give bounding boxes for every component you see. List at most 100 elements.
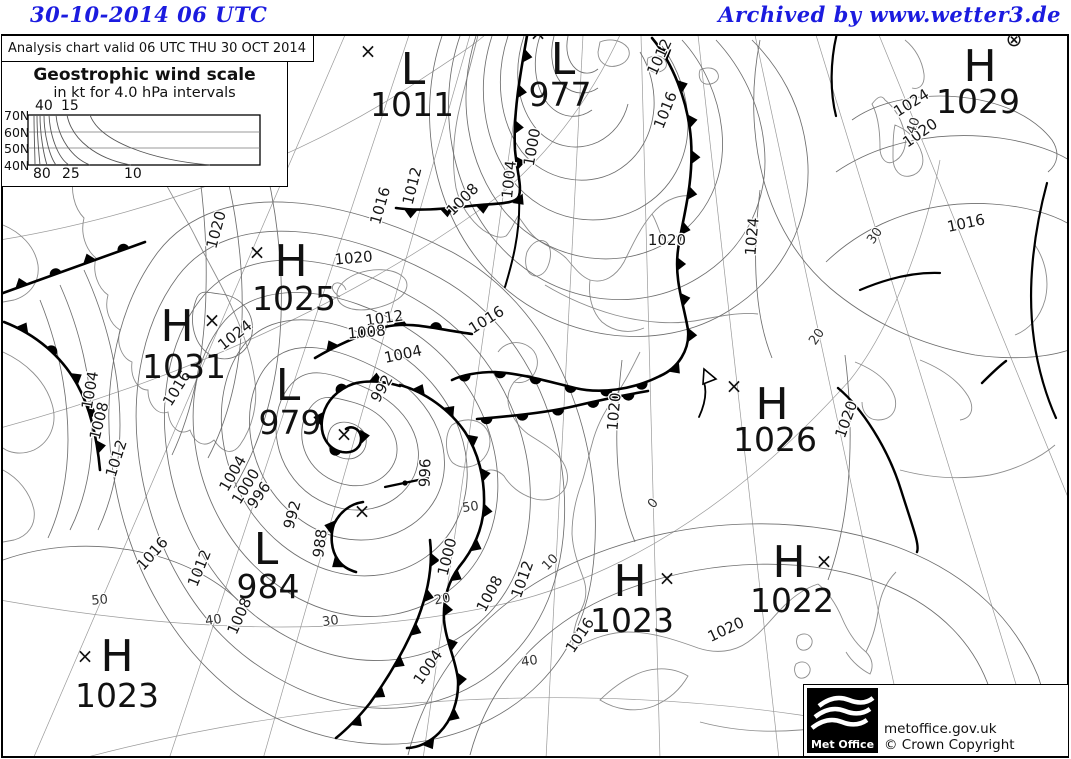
cold-front-triangle bbox=[15, 322, 29, 334]
pressure-letter: H bbox=[772, 537, 805, 588]
movement-arrow-line bbox=[698, 381, 707, 418]
warm-front-semicircle bbox=[429, 322, 442, 330]
pressure-value: 1026 bbox=[733, 420, 817, 459]
pressure-letter: L bbox=[551, 34, 576, 85]
warm-front-semicircle bbox=[458, 374, 471, 382]
cold-front-triangle bbox=[332, 556, 344, 568]
warm-front-semicircle bbox=[329, 446, 341, 456]
cold-front-triangle bbox=[677, 257, 687, 272]
cold-front-triangle bbox=[326, 340, 339, 352]
cold-front-triangle bbox=[668, 362, 680, 374]
cold-front-triangle bbox=[422, 737, 435, 750]
pressure-value: 1011 bbox=[370, 85, 454, 124]
cold-front-triangle bbox=[691, 150, 701, 165]
trough-top-right bbox=[830, 35, 838, 118]
coast-scandinavia bbox=[453, 35, 695, 332]
coast-ireland bbox=[446, 419, 491, 468]
cold-front-triangle bbox=[480, 467, 491, 482]
pressure-cross: × bbox=[530, 21, 547, 45]
warm-front-semicircle bbox=[117, 243, 130, 252]
pressure-letter: H bbox=[274, 236, 307, 287]
fronts bbox=[2, 35, 1058, 750]
grid-label: 30 bbox=[321, 613, 339, 630]
warm-front-semicircle bbox=[600, 390, 613, 397]
coast-italy bbox=[817, 571, 897, 675]
cold-front-triangle bbox=[482, 503, 493, 518]
warm-front-semicircle bbox=[564, 385, 577, 393]
occluded-front-ne bbox=[313, 323, 474, 360]
grid-label: 40 bbox=[520, 653, 538, 670]
cold-front-triangle bbox=[515, 156, 526, 170]
cold-front-triangle bbox=[512, 193, 524, 205]
wind-scale-top-value: 15 bbox=[61, 98, 79, 114]
cold-front-triangle bbox=[676, 80, 688, 94]
cold-front-triangle bbox=[680, 292, 691, 307]
warm-front-semicircle bbox=[87, 405, 95, 418]
cold-front-triangle bbox=[475, 204, 490, 214]
cold-front-triangle bbox=[448, 708, 460, 722]
cold-front-triangle bbox=[688, 327, 698, 342]
wind-scale-lat-label: 60N bbox=[4, 124, 30, 140]
circled-cross-symbol: ⊗ bbox=[1006, 27, 1023, 51]
cold-front-triangle bbox=[403, 209, 418, 219]
cold-front-triangle bbox=[687, 114, 698, 129]
analysis-title-box: Analysis chart valid 06 UTC THU 30 OCT 2… bbox=[2, 35, 314, 62]
cold-front-triangle bbox=[466, 434, 479, 448]
warm-front-semicircle bbox=[551, 408, 564, 416]
warm-front-semicircle bbox=[529, 376, 542, 385]
pressure-cross: × bbox=[360, 39, 377, 63]
grid-label: 20 bbox=[433, 591, 452, 609]
wind-scale-bottom-value: 25 bbox=[62, 166, 80, 182]
warm-front-semicircle bbox=[587, 400, 600, 408]
cold-front-triangle bbox=[423, 588, 434, 603]
cold-front-triangle bbox=[470, 538, 482, 552]
archive-credit: Archived by www.wetter3.de bbox=[718, 2, 1061, 27]
analysis-title: Analysis chart valid 06 UTC THU 30 OCT 2… bbox=[8, 41, 306, 56]
cold-front-south-tail bbox=[334, 538, 433, 740]
cold-front-triangle bbox=[368, 372, 383, 383]
pressure-cross: × bbox=[726, 374, 743, 398]
wind-scale-bottom-value: 80 bbox=[33, 166, 51, 182]
pressure-cross: × bbox=[354, 499, 371, 523]
cold-front-triangle bbox=[514, 120, 524, 135]
pressure-letter: L bbox=[276, 360, 301, 411]
occluded-front-greenland-2 bbox=[2, 320, 102, 472]
cold-front-triangle bbox=[393, 655, 405, 668]
cold-front-triangle bbox=[95, 439, 106, 454]
metoffice-text: metoffice.gov.uk © Crown Copyright bbox=[884, 721, 1015, 753]
pressure-letter: H bbox=[160, 301, 193, 352]
warm-front-semicircle bbox=[49, 268, 62, 277]
wind-scale-box: Geostrophic wind scale in kt for 4.0 hPa… bbox=[2, 61, 288, 187]
cold-front-triangle bbox=[447, 638, 458, 652]
warm-front-semicircle bbox=[359, 327, 372, 337]
coast-east-europe bbox=[892, 124, 1048, 336]
pressure-letter: H bbox=[613, 556, 646, 607]
isobar-label: 1008 bbox=[347, 321, 387, 342]
pressure-value: 977 bbox=[529, 75, 592, 114]
cold-front-triangle bbox=[517, 84, 527, 99]
warm-front-semicircle bbox=[516, 413, 529, 421]
cold-front-finland bbox=[650, 36, 693, 378]
cold-front-triangle bbox=[360, 429, 370, 444]
trough-caspian bbox=[858, 271, 942, 292]
coast-novaya-zemlya bbox=[871, 39, 925, 164]
chart-datetime: 30-10-2014 06 UTC bbox=[30, 2, 268, 27]
cold-front-triangle bbox=[659, 48, 672, 61]
trough-balkans bbox=[836, 386, 919, 554]
isobar-label: 1020 bbox=[334, 247, 374, 268]
metoffice-box: Met Office metoffice.gov.uk © Crown Copy… bbox=[803, 684, 1069, 757]
wind-scale-diagram bbox=[27, 114, 261, 166]
isobar-label: 1020 bbox=[603, 392, 624, 432]
wind-scale-top-value: 40 bbox=[35, 98, 53, 114]
cold-front-triangle bbox=[522, 48, 533, 63]
pressure-letter: H bbox=[100, 631, 133, 682]
cold-front-triangle bbox=[687, 186, 698, 200]
cold-front-triangle bbox=[410, 622, 422, 636]
cold-front-triangle bbox=[70, 373, 82, 386]
trough-right-edge bbox=[1029, 181, 1058, 420]
wind-scale-lat-label: 40N bbox=[4, 157, 30, 173]
front-extension bbox=[504, 195, 521, 288]
pressure-value: 1023 bbox=[590, 601, 674, 640]
cold-front-triangle bbox=[313, 411, 324, 426]
